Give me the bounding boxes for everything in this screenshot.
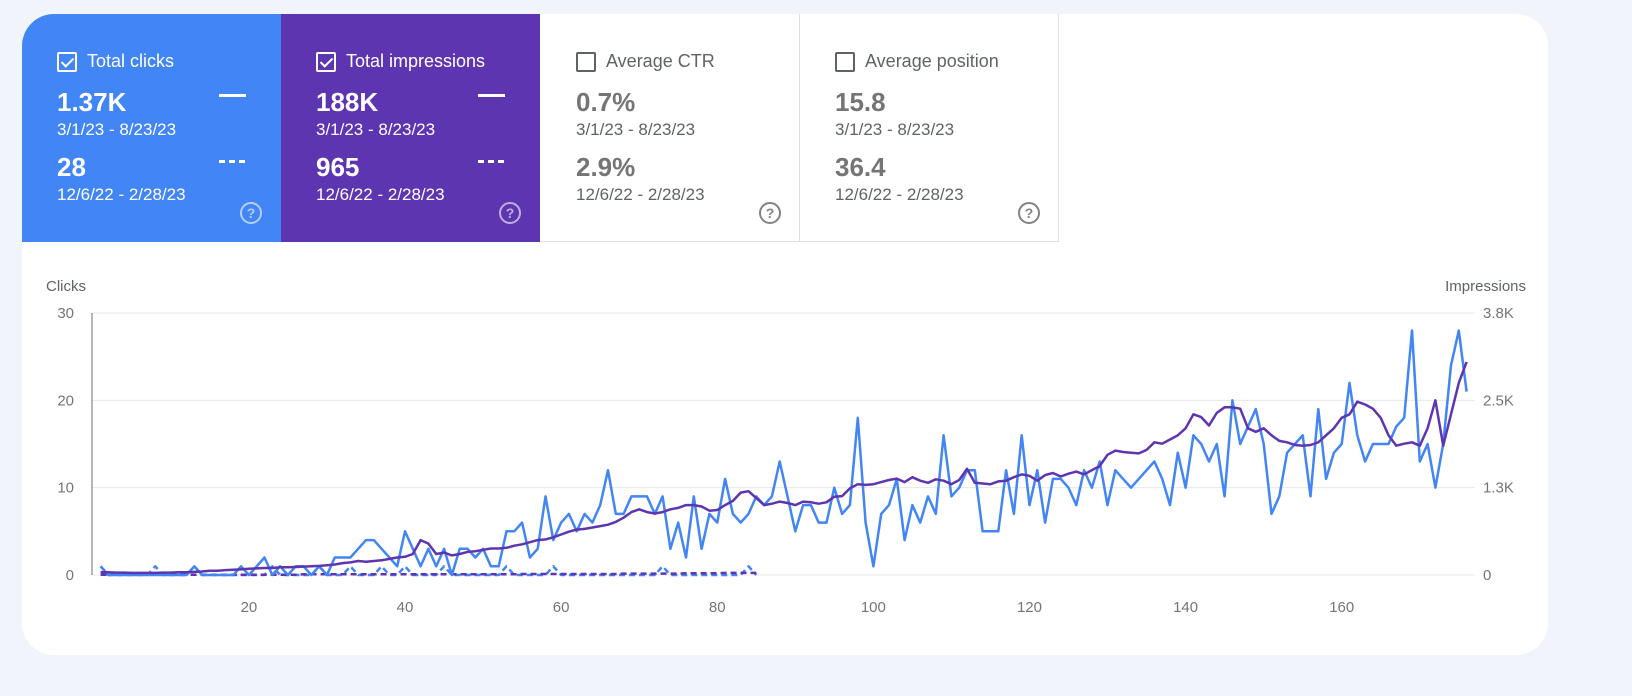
x-tick-label: 160 bbox=[1329, 599, 1354, 616]
performance-chart[interactable]: 0 0 10 1.3K 20 2.5K 30 3.8K 20 40 60 80 100 120 140 160 bbox=[22, 14, 1548, 655]
x-tick-label: 40 bbox=[397, 599, 414, 616]
solid-line-legend-icon bbox=[478, 94, 505, 97]
previous-range: 12/6/22 - 2/28/23 bbox=[576, 185, 705, 204]
performance-panel: Total clicks 1.37K 3/1/23 - 8/23/23 28 1… bbox=[22, 14, 1548, 655]
current-range: 3/1/23 - 8/23/23 bbox=[835, 120, 955, 139]
y-right-tick-label: 3.8K bbox=[1483, 305, 1514, 322]
card-label: Total clicks bbox=[87, 51, 175, 71]
series-impressions-current bbox=[100, 361, 1468, 575]
x-tick-label: 60 bbox=[553, 599, 570, 616]
previous-value: 965 bbox=[316, 152, 360, 182]
x-tick-label: 100 bbox=[861, 599, 886, 616]
help-icon[interactable]: ? bbox=[1018, 202, 1040, 224]
average-position-card[interactable]: Average position 15.8 3/1/23 - 8/23/23 3… bbox=[800, 14, 1059, 242]
dashed-line-legend-icon bbox=[219, 160, 246, 163]
x-tick-label: 80 bbox=[709, 599, 726, 616]
checkbox-checked-icon[interactable] bbox=[316, 51, 336, 72]
series-clicks-current bbox=[99, 329, 1468, 577]
help-icon[interactable]: ? bbox=[499, 202, 521, 224]
current-value: 0.7% bbox=[576, 87, 636, 117]
right-axis-title: Impressions bbox=[1445, 278, 1526, 295]
current-value: 15.8 bbox=[835, 87, 886, 117]
current-range: 3/1/23 - 8/23/23 bbox=[57, 120, 177, 139]
previous-range: 12/6/22 - 2/28/23 bbox=[316, 185, 445, 204]
checkbox-checked-icon[interactable] bbox=[57, 51, 77, 72]
total-clicks-card[interactable]: Total clicks 1.37K 3/1/23 - 8/23/23 28 1… bbox=[22, 14, 281, 242]
y-left-tick-label: 30 bbox=[57, 305, 74, 322]
x-tick-label: 140 bbox=[1173, 599, 1198, 616]
left-axis-title: Clicks bbox=[46, 278, 86, 295]
checkbox-unchecked-icon[interactable] bbox=[835, 51, 855, 72]
previous-range: 12/6/22 - 2/28/23 bbox=[57, 185, 186, 204]
solid-line-legend-icon bbox=[219, 94, 246, 97]
current-value: 1.37K bbox=[57, 87, 127, 117]
current-range: 3/1/23 - 8/23/23 bbox=[576, 120, 696, 139]
y-left-tick-label: 0 bbox=[66, 567, 74, 584]
x-tick-label: 120 bbox=[1017, 599, 1042, 616]
card-label: Average CTR bbox=[606, 51, 715, 71]
checkbox-unchecked-icon[interactable] bbox=[576, 51, 596, 72]
help-icon[interactable]: ? bbox=[240, 202, 262, 224]
x-tick-label: 20 bbox=[241, 599, 258, 616]
dashed-line-legend-icon bbox=[478, 160, 505, 163]
current-value: 188K bbox=[316, 87, 379, 117]
y-left-tick-label: 10 bbox=[57, 480, 74, 497]
average-ctr-card[interactable]: Average CTR 0.7% 3/1/23 - 8/23/23 2.9% 1… bbox=[541, 14, 800, 242]
previous-value: 2.9% bbox=[576, 152, 636, 182]
help-icon[interactable]: ? bbox=[759, 202, 781, 224]
total-impressions-card[interactable]: Total impressions 188K 3/1/23 - 8/23/23 … bbox=[281, 14, 540, 242]
y-right-tick-label: 0 bbox=[1483, 567, 1491, 584]
y-left-tick-label: 20 bbox=[57, 392, 74, 409]
current-range: 3/1/23 - 8/23/23 bbox=[316, 120, 436, 139]
card-label: Total impressions bbox=[346, 51, 486, 71]
previous-value: 28 bbox=[57, 152, 86, 182]
y-right-tick-label: 2.5K bbox=[1483, 392, 1514, 409]
card-label: Average position bbox=[865, 51, 999, 71]
previous-range: 12/6/22 - 2/28/23 bbox=[835, 185, 964, 204]
y-right-tick-label: 1.3K bbox=[1483, 480, 1514, 497]
previous-value: 36.4 bbox=[835, 152, 886, 182]
